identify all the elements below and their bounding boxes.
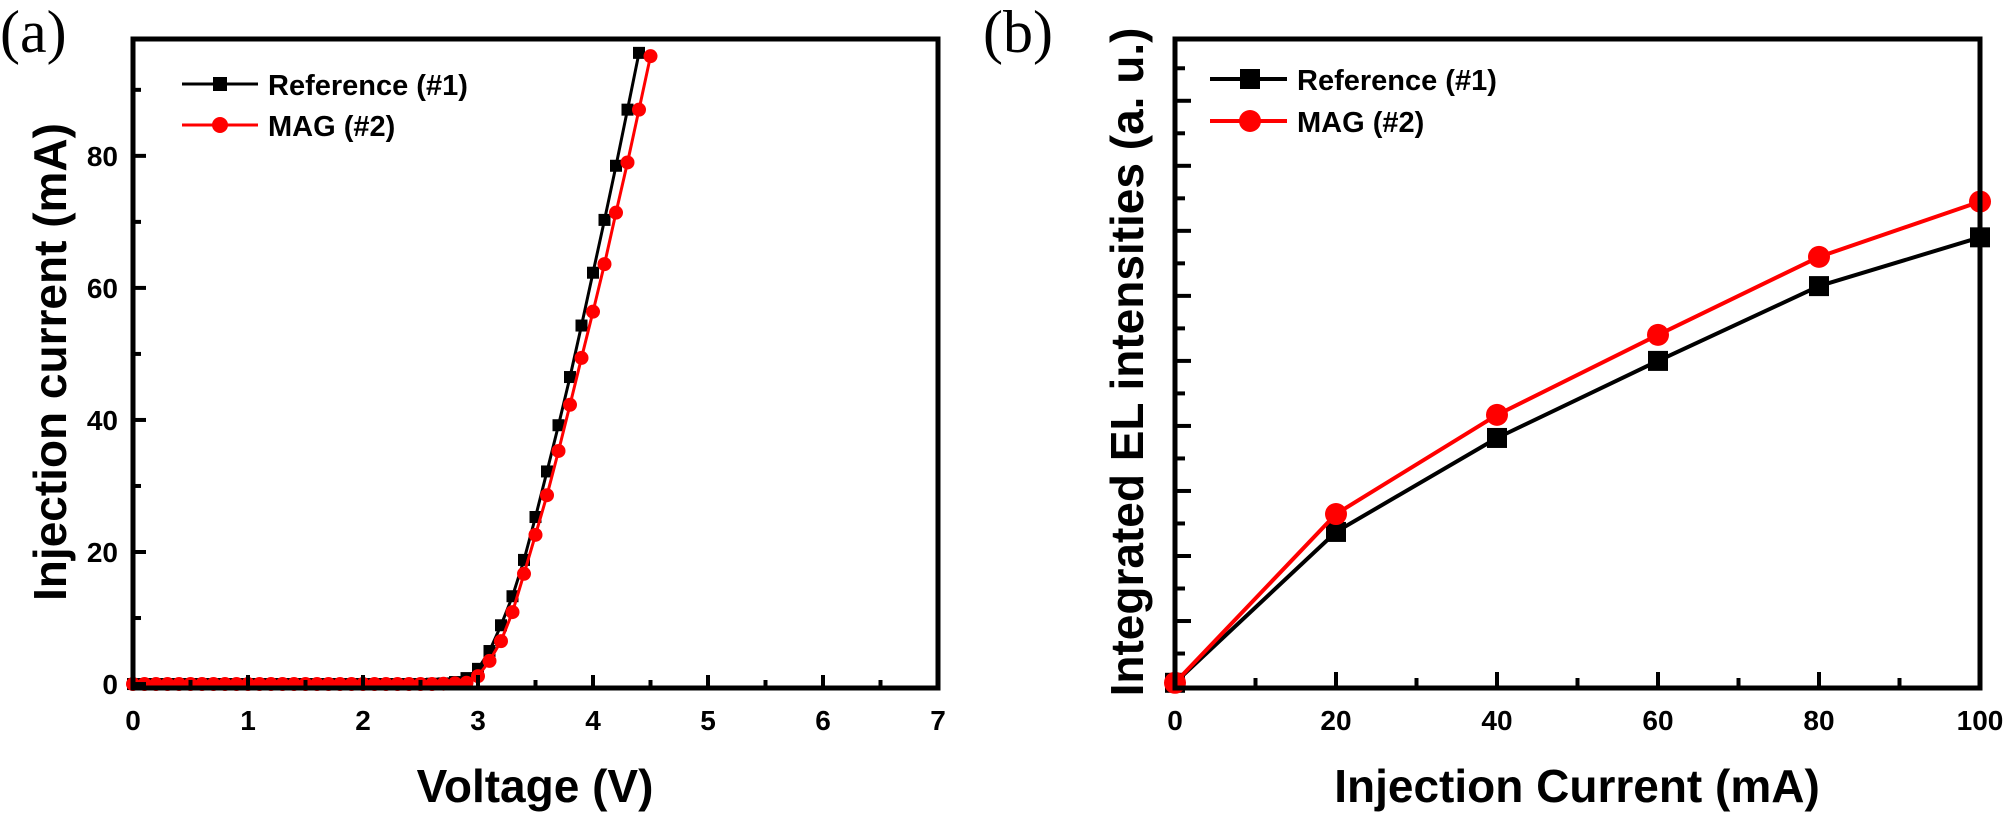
panel-a: (a) 0 1 2 3 4 5 6 7 0 20 40 60 80 Voltage (V) Injec… — [0, 0, 946, 812]
data-point-square — [587, 266, 599, 279]
x-tick-label: 5 — [700, 705, 716, 736]
panel-b-label: (b) — [983, 0, 1053, 65]
y-tick-label: 60 — [87, 273, 118, 304]
legend-circle-marker — [212, 117, 228, 133]
legend-item-reference: Reference (#1) — [1210, 65, 1497, 97]
x-tick-label: 100 — [1957, 705, 2004, 736]
x-tick-label: 6 — [815, 705, 831, 736]
x-tick-label: 80 — [1803, 705, 1834, 736]
legend-item-reference: Reference (#1) — [182, 70, 468, 102]
legend-square-marker — [213, 77, 227, 91]
data-point-circle — [1325, 503, 1347, 526]
panel-b-ticks — [1173, 66, 1982, 688]
panel-a-legend: Reference (#1) MAG (#2) — [182, 70, 468, 143]
series-reference — [1165, 227, 1990, 693]
panel-b-y-axis-title: Integrated EL intensities (a. u.) — [1101, 28, 1153, 697]
panel-a-y-axis-title: Injection current (mA) — [24, 123, 76, 601]
panel-b-x-tick-labels: 0 20 40 60 80 100 — [1167, 705, 2003, 736]
x-tick-label: 4 — [585, 705, 601, 736]
data-point-circle — [494, 634, 508, 649]
data-point-square — [564, 371, 576, 384]
data-point-circle — [1808, 245, 1830, 268]
panel-a-ticks — [131, 87, 940, 688]
panel-a-frame — [130, 36, 941, 691]
series-mag — [1164, 190, 1991, 694]
data-point-square — [495, 619, 507, 632]
panel-a-x-axis-title: Voltage (V) — [417, 760, 654, 812]
data-point-circle — [1647, 323, 1669, 346]
data-point-square — [1326, 521, 1346, 542]
data-point-circle — [482, 653, 497, 668]
series-reference — [127, 46, 645, 691]
legend-circle-marker — [1239, 110, 1261, 132]
data-point-circle — [540, 488, 554, 503]
legend-square-marker — [1240, 69, 1260, 89]
data-point-square — [575, 319, 588, 332]
legend-label-reference: Reference (#1) — [268, 70, 468, 102]
data-point-circle — [632, 102, 646, 117]
y-tick-label: 20 — [87, 537, 118, 568]
data-point-square — [598, 213, 611, 226]
series-mag — [126, 49, 658, 692]
x-tick-label: 60 — [1642, 705, 1673, 736]
data-point-circle — [586, 304, 600, 319]
panel-b: (b) 0 20 40 60 80 100 Injection Current (mA) … — [983, 0, 2003, 812]
data-point-circle — [528, 527, 543, 542]
data-point-square — [541, 465, 553, 478]
panel-b-plot-data — [1164, 190, 1991, 694]
data-point-circle — [551, 443, 566, 458]
y-tick-label: 40 — [87, 405, 118, 436]
x-tick-label: 1 — [240, 705, 256, 736]
panel-b-x-axis-title: Injection Current (mA) — [1334, 760, 1820, 812]
data-point-square — [633, 46, 645, 59]
panel-a-label: (a) — [0, 0, 67, 65]
data-point-circle — [574, 350, 589, 365]
y-tick-label: 0 — [102, 669, 118, 700]
x-tick-label: 0 — [1167, 705, 1183, 736]
panel-b-frame — [1172, 36, 1983, 691]
data-point-circle — [597, 257, 612, 272]
legend-item-mag: MAG (#2) — [1210, 107, 1424, 139]
series-line-reference — [1173, 235, 1981, 685]
data-point-circle — [643, 49, 658, 64]
x-tick-label: 2 — [355, 705, 371, 736]
data-point-square — [1648, 350, 1668, 371]
x-tick-label: 3 — [470, 705, 486, 736]
y-tick-label: 80 — [87, 141, 118, 172]
series-line-mag — [1173, 199, 1981, 685]
data-point-circle — [609, 205, 623, 220]
legend-label-mag: MAG (#2) — [268, 111, 395, 143]
data-point-square — [1809, 276, 1829, 297]
series-line-reference — [133, 52, 641, 686]
x-tick-label: 40 — [1481, 705, 1512, 736]
legend-label-mag: MAG (#2) — [1297, 107, 1424, 139]
data-point-circle — [620, 155, 635, 170]
data-point-square — [610, 159, 622, 172]
x-tick-label: 20 — [1320, 705, 1351, 736]
x-tick-label: 0 — [125, 705, 141, 736]
data-point-circle — [505, 605, 520, 620]
legend-item-mag: MAG (#2) — [182, 111, 395, 143]
legend-label-reference: Reference (#1) — [1297, 65, 1497, 97]
data-point-circle — [517, 566, 531, 581]
panel-a-y-tick-labels: 0 20 40 60 80 — [87, 141, 118, 700]
data-point-square — [552, 419, 565, 432]
panel-b-legend: Reference (#1) MAG (#2) — [1210, 65, 1497, 139]
data-point-circle — [563, 397, 577, 412]
panel-a-plot-data — [126, 46, 658, 692]
panel-a-x-tick-labels: 0 1 2 3 4 5 6 7 — [125, 705, 946, 736]
data-point-square — [1487, 427, 1507, 448]
x-tick-label: 7 — [930, 705, 946, 736]
data-point-circle — [1486, 403, 1508, 426]
data-point-square — [621, 103, 634, 116]
